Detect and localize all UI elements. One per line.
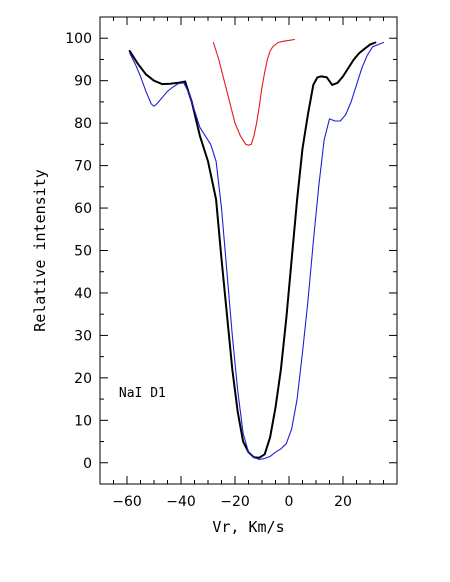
y-tick-label: 10 [74, 413, 92, 429]
x-tick-label: 20 [334, 494, 352, 510]
y-tick-label: 80 [74, 116, 92, 132]
x-tick-label: 0 [285, 494, 294, 510]
y-tick-label: 60 [74, 201, 92, 217]
y-tick-label: 90 [74, 74, 92, 90]
y-tick-label: 0 [83, 456, 92, 472]
y-tick-label: 20 [74, 371, 92, 387]
x-tick-label: −60 [112, 494, 142, 510]
y-tick-label: 30 [74, 328, 92, 344]
axes: −60 −40 −20 0 20 0 10 20 30 40 50 60 70 80 90 100 [65, 16, 398, 510]
series-layer [128, 38, 385, 460]
x-axis-title: Vr, Km/s [212, 518, 284, 536]
series-line-2 [129, 41, 385, 460]
x-tick-label: −20 [220, 494, 250, 510]
x-tick-label: −40 [166, 494, 196, 510]
series-line-1 [128, 41, 377, 459]
annotation-label: NaI D1 [119, 386, 166, 401]
series-line-3 [212, 38, 295, 146]
y-axis-title: Relative intensity [31, 169, 49, 332]
y-tick-label: 40 [74, 286, 92, 302]
y-tick-label: 50 [74, 244, 92, 260]
y-tick-label: 70 [74, 159, 92, 175]
y-tick-label: 100 [65, 31, 92, 47]
